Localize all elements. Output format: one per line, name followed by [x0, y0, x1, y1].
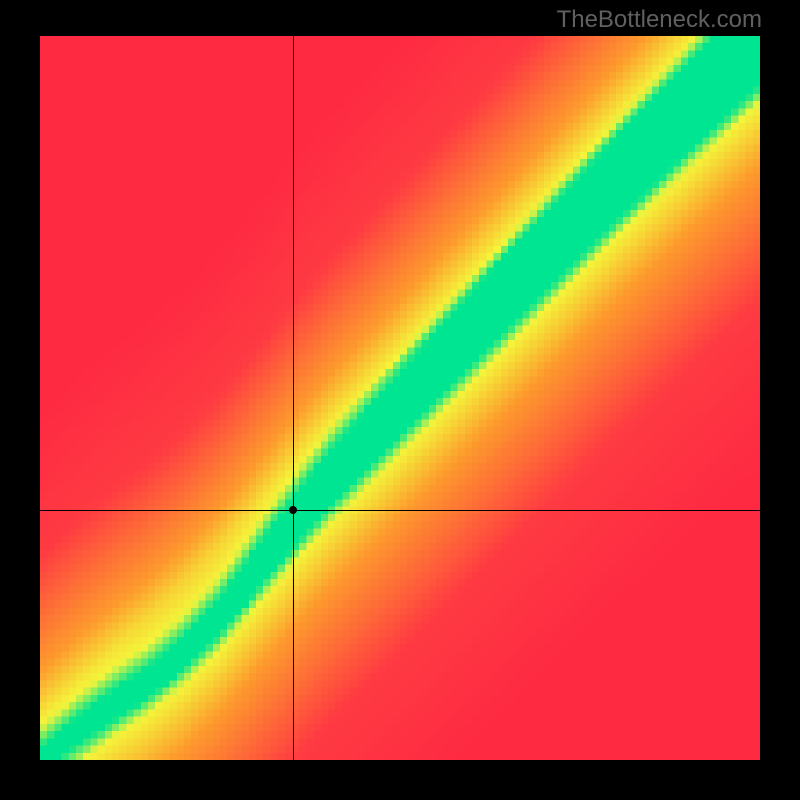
heatmap-plot: [40, 36, 760, 760]
heatmap-canvas: [40, 36, 760, 760]
watermark-text: TheBottleneck.com: [557, 6, 762, 34]
crosshair-horizontal: [40, 510, 760, 511]
data-point-marker: [289, 506, 297, 514]
crosshair-vertical: [293, 36, 294, 760]
chart-container: TheBottleneck.com: [0, 0, 800, 800]
